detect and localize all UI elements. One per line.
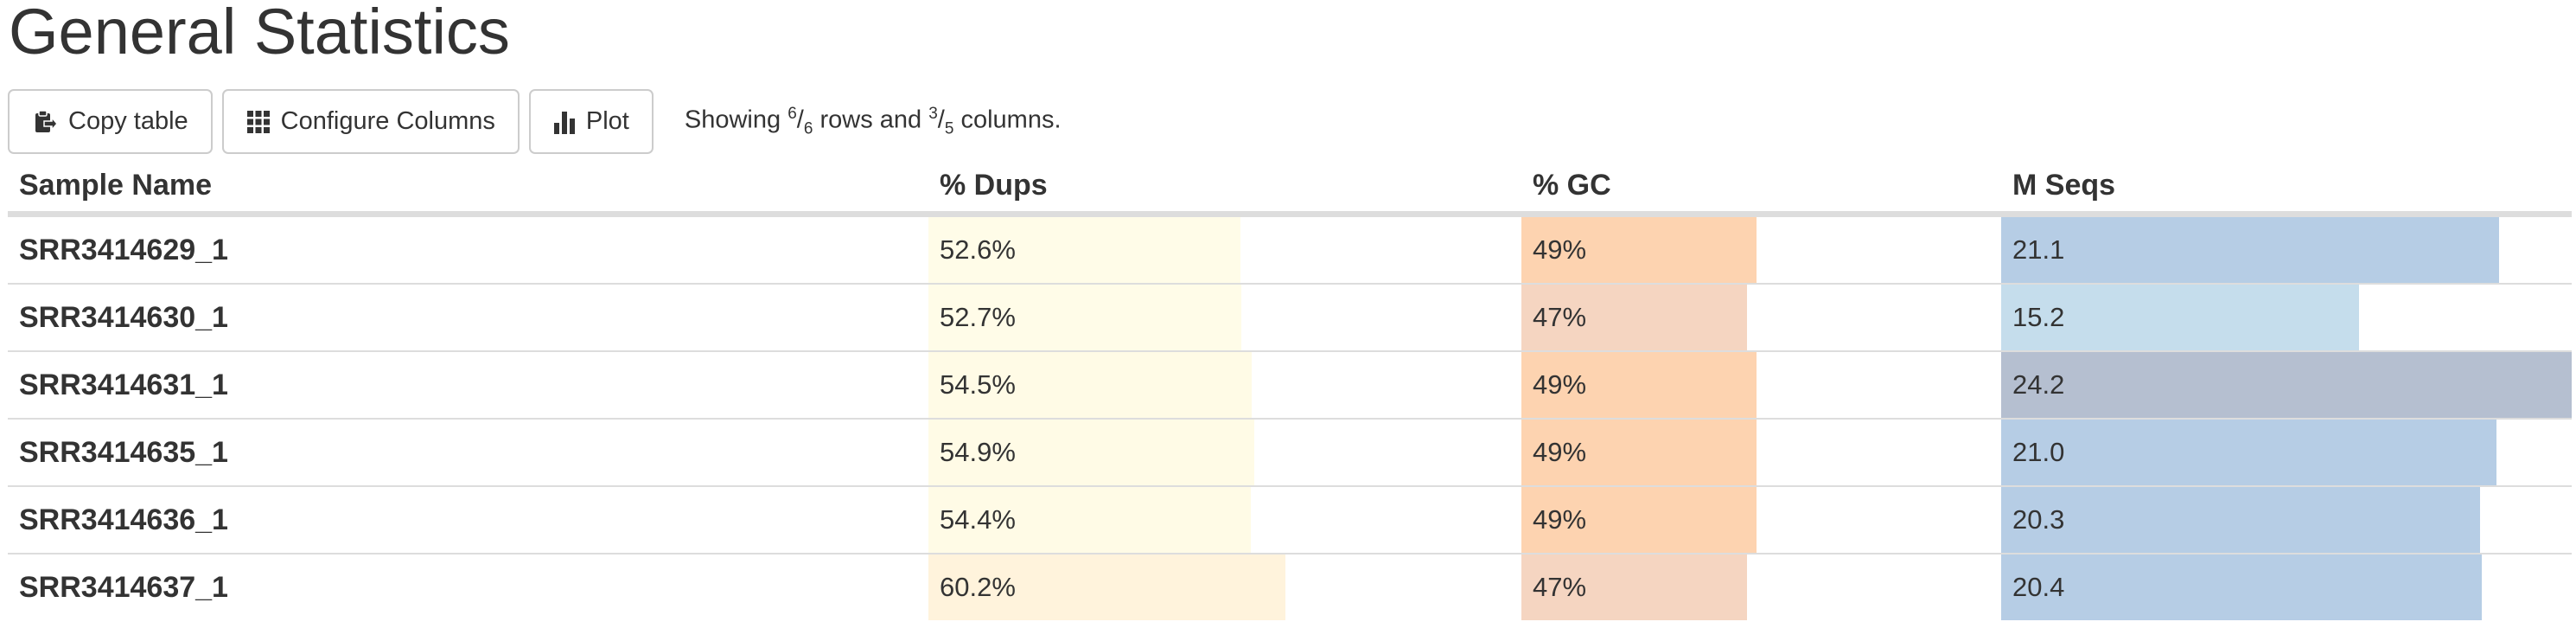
mseqs-value: 24.2 (2012, 369, 2065, 400)
table-row: SRR3414631_1 54.5% 49% 24.2 (8, 350, 2572, 419)
mseqs-bar (2001, 420, 2496, 485)
mseqs-cell: 20.3 (2001, 485, 2572, 554)
table-row: SRR3414635_1 54.9% 49% 21.0 (8, 418, 2572, 486)
mseqs-cell: 21.1 (2001, 213, 2572, 284)
dups-bar (928, 420, 1254, 485)
gc-value: 47% (1533, 572, 1587, 602)
gc-value: 47% (1533, 302, 1587, 332)
header-mseqs[interactable]: M Seqs (2001, 159, 2572, 217)
dups-cell: 52.7% (928, 283, 1521, 351)
gc-cell: 49% (1521, 418, 2001, 486)
table-header-row: Sample Name % Dups % GC M Seqs (8, 159, 2572, 217)
table-row: SRR3414636_1 54.4% 49% 20.3 (8, 485, 2572, 554)
gc-cell: 49% (1521, 485, 2001, 554)
configure-columns-label: Configure Columns (280, 107, 495, 135)
bar-chart-icon (553, 109, 576, 135)
gc-value: 49% (1533, 437, 1587, 467)
dups-cell: 54.5% (928, 350, 1521, 419)
dups-cell: 54.4% (928, 485, 1521, 554)
dups-value: 54.5% (940, 369, 1016, 400)
plot-button[interactable]: Plot (528, 89, 654, 154)
mseqs-cell: 24.2 (2001, 350, 2572, 419)
dups-cell: 60.2% (928, 553, 1521, 620)
gc-cell: 49% (1521, 213, 2001, 284)
gc-value: 49% (1533, 234, 1587, 265)
grid-icon (246, 110, 271, 134)
table-toolbar: Copy table Configure Columns Plot (8, 89, 1062, 154)
gc-cell: 47% (1521, 283, 2001, 351)
header-dups[interactable]: % Dups (928, 159, 1521, 217)
gc-value: 49% (1533, 369, 1587, 400)
mseqs-value: 20.3 (2012, 504, 2065, 535)
dups-bar (928, 352, 1252, 418)
clipboard-icon (32, 109, 58, 135)
header-gc[interactable]: % GC (1521, 159, 2001, 217)
mseqs-value: 20.4 (2012, 572, 2065, 602)
dups-value: 54.9% (940, 437, 1016, 467)
sample-name-cell: SRR3414635_1 (8, 418, 928, 486)
sample-name-cell: SRR3414630_1 (8, 283, 928, 351)
plot-label: Plot (585, 107, 629, 135)
gc-cell: 49% (1521, 350, 2001, 419)
mseqs-cell: 20.4 (2001, 553, 2572, 620)
mseqs-bar (2001, 352, 2572, 418)
gc-cell: 47% (1521, 553, 2001, 620)
header-sample-name[interactable]: Sample Name (8, 159, 928, 217)
table-row: SRR3414637_1 60.2% 47% 20.4 (8, 553, 2572, 620)
mseqs-value: 21.0 (2012, 437, 2065, 467)
mseqs-bar (2001, 217, 2499, 283)
gc-bar (1521, 285, 1747, 350)
mseqs-cell: 21.0 (2001, 418, 2572, 486)
mseqs-cell: 15.2 (2001, 283, 2572, 351)
dups-value: 52.6% (940, 234, 1016, 265)
mseqs-bar (2001, 554, 2483, 620)
mseqs-value: 15.2 (2012, 302, 2065, 332)
gc-bar (1521, 217, 1757, 283)
dups-bar (928, 487, 1252, 553)
mseqs-bar (2001, 285, 2360, 350)
sample-name-cell: SRR3414629_1 (8, 213, 928, 284)
sample-name-cell: SRR3414636_1 (8, 485, 928, 554)
configure-columns-button[interactable]: Configure Columns (221, 89, 520, 154)
page-title: General Statistics (9, 0, 510, 67)
table-info: Showing 6/6 rows and 3/5 columns. (684, 104, 1062, 138)
sample-name-cell: SRR3414637_1 (8, 553, 928, 620)
mseqs-value: 21.1 (2012, 234, 2065, 265)
gc-bar (1521, 554, 1747, 620)
table-row: SRR3414630_1 52.7% 47% 15.2 (8, 283, 2572, 351)
general-stats-table: Sample Name % Dups % GC M Seqs SRR341462… (8, 159, 2572, 620)
gc-value: 49% (1533, 504, 1587, 535)
mseqs-bar (2001, 487, 2480, 553)
copy-table-button[interactable]: Copy table (8, 89, 213, 154)
dups-bar (928, 285, 1241, 350)
dups-value: 52.7% (940, 302, 1016, 332)
dups-cell: 54.9% (928, 418, 1521, 486)
dups-bar (928, 554, 1285, 620)
gc-bar (1521, 487, 1757, 553)
dups-cell: 52.6% (928, 213, 1521, 284)
dups-bar (928, 217, 1240, 283)
gc-bar (1521, 352, 1757, 418)
copy-table-label: Copy table (68, 107, 188, 135)
sample-name-cell: SRR3414631_1 (8, 350, 928, 419)
gc-bar (1521, 420, 1757, 485)
dups-value: 60.2% (940, 572, 1016, 602)
table-row: SRR3414629_1 52.6% 49% 21.1 (8, 213, 2572, 284)
dups-value: 54.4% (940, 504, 1016, 535)
